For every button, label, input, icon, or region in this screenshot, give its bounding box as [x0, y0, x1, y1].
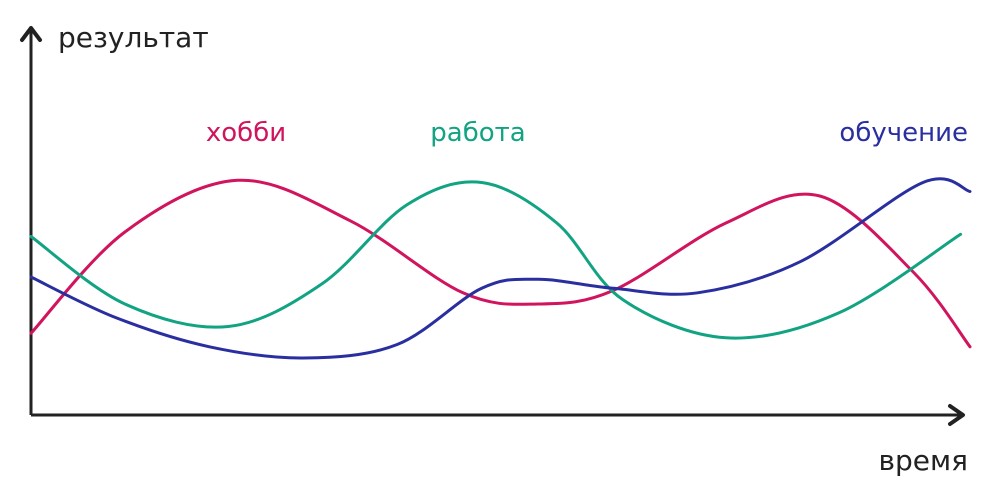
x-axis-arrow-icon	[948, 404, 965, 426]
y-axis-arrow-icon	[20, 26, 42, 42]
series-label-hobby: хобби	[206, 118, 286, 148]
series-line-hobby	[29, 178, 972, 349]
series-label-study: обучение	[839, 118, 968, 148]
series-line-work	[29, 180, 963, 340]
x-axis-label: время	[879, 444, 968, 477]
series-line-study	[29, 177, 972, 360]
series-label-work: работа	[430, 118, 525, 148]
y-axis-label: результат	[58, 21, 209, 54]
